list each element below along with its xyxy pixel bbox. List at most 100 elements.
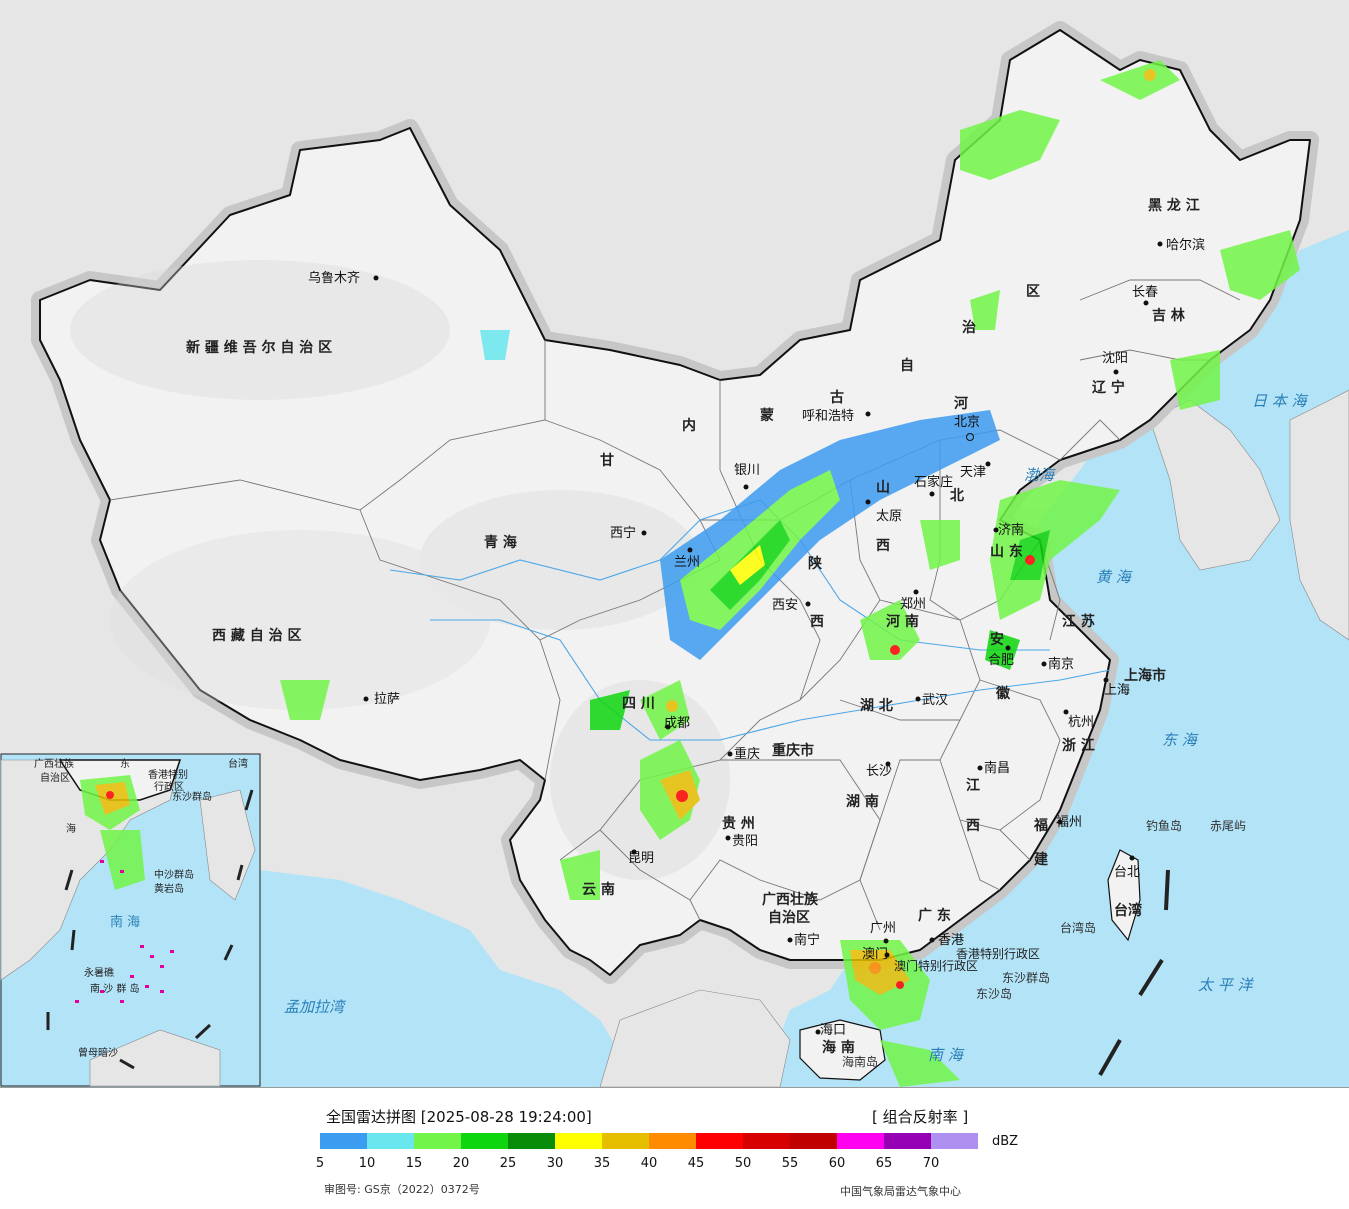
- province-label: 新 疆 维 吾 尔 自 治 区: [186, 339, 332, 356]
- tick-label: 25: [499, 1156, 517, 1171]
- city-label: 重庆: [734, 746, 760, 762]
- island-label: 海南岛: [842, 1054, 878, 1069]
- island-label: 东沙群岛: [1002, 970, 1050, 985]
- tick-label: 15: [405, 1156, 423, 1171]
- city-label: 郑州: [900, 597, 926, 612]
- city-label: 武汉: [922, 693, 948, 708]
- china-landmass: [39, 29, 1311, 976]
- inset-label: 东沙群岛: [172, 790, 212, 803]
- province-label: 台湾: [1114, 902, 1142, 919]
- city-label: 太原: [876, 509, 902, 524]
- city-label: 海口: [820, 1023, 846, 1038]
- province-label: 江 苏: [1062, 613, 1095, 630]
- hainan-island: [799, 1019, 886, 1081]
- tick-label: 55: [781, 1156, 799, 1171]
- city-labels: 乌鲁木齐 拉萨 西宁 兰州 银川 呼和浩特 北京 天津 石家庄 太原 西安 郑州…: [308, 237, 1205, 1038]
- province-label: 湖 北: [860, 698, 893, 714]
- province-label: 安: [990, 631, 1004, 648]
- inset-label: 南 海: [110, 914, 140, 930]
- province-label: 上海市: [1124, 667, 1166, 684]
- color-swatch: [367, 1133, 414, 1149]
- sea-label: 南 海: [928, 1046, 965, 1064]
- tick-label: 10: [358, 1156, 376, 1171]
- color-swatch: [696, 1133, 743, 1149]
- japan-land: [1289, 389, 1349, 641]
- province-label: 青 海: [484, 534, 517, 551]
- city-label: 上海: [1104, 683, 1130, 698]
- city-label: 香港: [938, 933, 964, 948]
- terrain-shading: [70, 260, 730, 880]
- tick-label: 40: [640, 1156, 658, 1171]
- province-label: 西: [810, 614, 824, 630]
- tick-label: 50: [734, 1156, 752, 1171]
- city-label: 福州: [1056, 815, 1082, 830]
- province-label: 重庆市: [772, 742, 814, 759]
- province-label: 陕: [808, 555, 822, 572]
- city-label: 拉萨: [374, 692, 400, 707]
- inset-label: 曾母暗沙: [78, 1046, 118, 1059]
- color-swatch: [602, 1133, 649, 1149]
- color-swatch: [461, 1133, 508, 1149]
- province-label: 香港特别行政区: [956, 946, 1040, 961]
- tick-label: 45: [687, 1156, 705, 1171]
- inset-label: 自治区: [40, 771, 70, 784]
- province-label: 辽 宁: [1092, 379, 1125, 396]
- sea-label: 日 本 海: [1252, 392, 1309, 410]
- color-swatch: [931, 1133, 978, 1149]
- inset-label: 广西壮族: [34, 757, 74, 770]
- city-label: 长春: [1132, 285, 1158, 300]
- inset-label: 中沙群岛: [154, 868, 194, 881]
- province-label: 江: [966, 777, 980, 794]
- sea-label: 渤海: [1024, 466, 1056, 484]
- city-label: 石家庄: [914, 474, 953, 490]
- province-label: 山: [876, 480, 890, 496]
- map-approval-number: 审图号: GS京（2022）0372号: [324, 1183, 480, 1196]
- color-swatch: [320, 1133, 367, 1149]
- island-label: 钓鱼岛: [1146, 818, 1182, 833]
- inset-label: 台湾: [228, 757, 248, 770]
- legend-panel: 全国雷达拼图 [2025-08-28 19:24:00] [ 组合反射率 ] d…: [0, 1087, 1349, 1209]
- sea-label: 太 平 洋: [1198, 976, 1255, 994]
- tick-label: 70: [922, 1156, 940, 1171]
- province-label: 贵 州: [722, 815, 755, 832]
- inset-label: 南 沙 群 岛: [90, 982, 140, 995]
- island-label: 赤尾屿: [1210, 819, 1246, 833]
- tick-label: 20: [452, 1156, 470, 1171]
- radar-map: 新 疆 维 吾 尔 自 治 区 西 藏 自 治 区 青 海 黑 龙 江 吉 林 …: [0, 0, 1349, 1088]
- province-label: 西: [876, 538, 890, 554]
- taiwan-island: [1107, 849, 1141, 942]
- city-label: 昆明: [628, 851, 654, 866]
- province-label: 治: [962, 319, 976, 336]
- province-label: 福: [1033, 817, 1048, 834]
- city-label: 杭州: [1068, 715, 1094, 730]
- province-label: 云 南: [582, 881, 615, 898]
- tick-label: 65: [875, 1156, 893, 1171]
- province-label: 建: [1034, 851, 1048, 868]
- sea-label: 黄 海: [1096, 568, 1133, 586]
- city-label: 天津: [960, 465, 986, 480]
- color-swatch: [884, 1133, 931, 1149]
- legend-unit: dBZ: [992, 1134, 1019, 1149]
- inset-label: 行政区: [154, 780, 184, 793]
- color-swatch: [649, 1133, 696, 1149]
- city-label: 南宁: [794, 932, 820, 948]
- province-label: 蒙: [760, 407, 774, 424]
- province-label: 西: [966, 818, 980, 834]
- inset-borneo: [89, 1029, 221, 1087]
- inset-label: 永暑礁: [84, 966, 114, 979]
- color-swatch: [555, 1133, 602, 1149]
- island-label: 东沙岛: [976, 986, 1012, 1001]
- province-label: 吉 林: [1152, 307, 1185, 324]
- city-label: 合肥: [988, 653, 1014, 668]
- color-swatch: [790, 1133, 837, 1149]
- city-label: 呼和浩特: [802, 409, 854, 424]
- city-label: 兰州: [674, 555, 700, 570]
- province-label: 北: [950, 488, 964, 504]
- city-label: 西安: [772, 598, 798, 613]
- city-label: 乌鲁木齐: [308, 270, 360, 286]
- province-label: 湖 南: [846, 793, 879, 810]
- city-label: 广州: [870, 921, 896, 936]
- province-label: 河: [954, 395, 968, 412]
- province-label: 古: [830, 389, 844, 406]
- color-swatch: [837, 1133, 884, 1149]
